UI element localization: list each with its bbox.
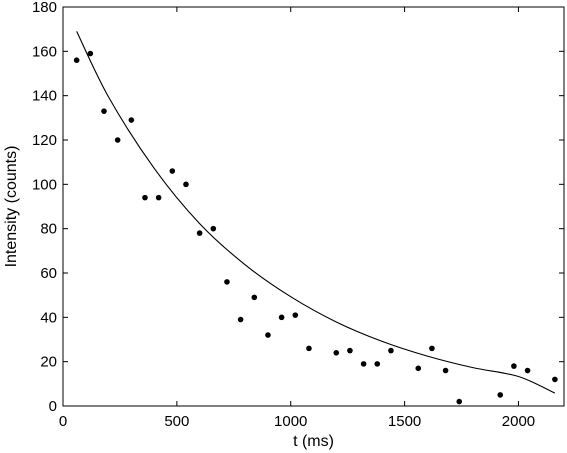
data-point (237, 316, 244, 323)
data-point (196, 230, 203, 236)
data-point (224, 279, 230, 285)
x-tick-label: 1500 (388, 413, 421, 430)
data-point (456, 398, 463, 405)
y-tick-label: 40 (40, 309, 57, 326)
y-tick-label: 160 (32, 43, 57, 60)
data-point (524, 367, 531, 374)
x-axis-label: t (ms) (293, 433, 334, 450)
y-tick-label: 180 (32, 0, 57, 16)
y-tick-label: 20 (40, 354, 57, 371)
data-point (142, 194, 148, 201)
plot-frame (62, 6, 565, 407)
data-point (360, 361, 367, 367)
data-point (155, 194, 162, 201)
data-point (442, 367, 449, 374)
data-point (388, 347, 394, 354)
data-point (278, 314, 285, 321)
data-point (114, 137, 121, 143)
data-point (183, 181, 189, 188)
data-point (511, 363, 517, 369)
y-tick-label: 140 (32, 88, 57, 105)
data-point (73, 57, 80, 63)
y-tick-label: 0 (49, 398, 57, 415)
x-tick-label: 0 (59, 413, 67, 430)
axis-ticks (62, 6, 564, 407)
data-point (306, 345, 312, 352)
y-tick-label: 80 (40, 221, 57, 238)
data-point (497, 392, 504, 398)
x-tick-label: 2000 (502, 413, 535, 430)
tick-labels: 0 500 1000 1500 2000 0 20 40 60 80 100 120 140 160 180 (32, 0, 535, 430)
data-point (87, 50, 94, 57)
data-point (169, 168, 176, 174)
data-point (292, 312, 299, 318)
y-tick-label: 60 (40, 265, 57, 282)
data-point (374, 361, 381, 367)
data-point (347, 347, 353, 354)
data-point (101, 108, 107, 114)
data-point (128, 117, 135, 123)
y-axis-label: Intensity (counts) (3, 146, 20, 268)
data-points (73, 50, 558, 405)
fit-curve (76, 31, 556, 394)
x-tick-label: 1000 (274, 413, 307, 430)
y-tick-label: 120 (32, 132, 57, 149)
data-point (333, 350, 340, 356)
data-point (210, 225, 217, 232)
data-point (265, 332, 271, 338)
data-point (552, 376, 558, 383)
y-tick-label: 100 (32, 176, 57, 193)
data-point (429, 345, 435, 352)
data-point (251, 294, 258, 301)
x-tick-label: 500 (164, 413, 189, 430)
data-point (415, 365, 422, 372)
